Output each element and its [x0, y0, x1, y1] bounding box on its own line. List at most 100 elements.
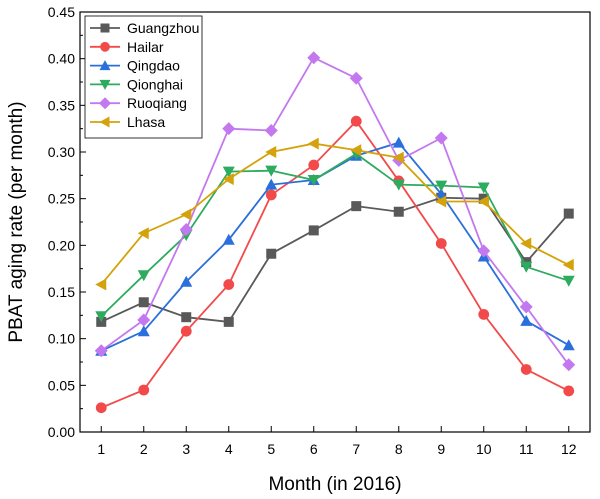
legend-label-qingdao: Qingdao	[127, 58, 180, 74]
data-point-qionghai	[477, 182, 490, 194]
legend-item-qingdao: Qingdao	[90, 58, 180, 74]
x-tick-label: 6	[310, 441, 318, 457]
data-point-hailar	[350, 115, 362, 127]
data-point-qionghai	[392, 179, 405, 191]
data-point-hailar	[95, 402, 107, 414]
x-tick-label: 1	[97, 441, 105, 457]
data-point-lhasa	[265, 146, 277, 158]
data-point-ruoqiang	[179, 222, 193, 236]
legend-label-lhasa: Lhasa	[127, 114, 165, 130]
data-point-lhasa	[95, 278, 107, 291]
y-axis: 0.00 0.05 0.10 0.15 0.20 0.25 0.30 0.35 0.40 0.45	[48, 4, 86, 440]
data-point-lhasa	[477, 195, 489, 208]
data-point-qionghai	[307, 175, 320, 186]
data-point-ruoqiang	[94, 344, 108, 358]
y-tick-label: 0.00	[48, 424, 75, 440]
series-ruoqiang	[94, 51, 576, 372]
series-line-hailar	[100, 119, 570, 409]
series-line-qionghai	[100, 152, 570, 317]
series-qingdao	[95, 136, 575, 356]
data-point-ruoqiang	[264, 124, 278, 138]
series-line-qingdao	[100, 141, 570, 352]
data-point-ruoqiang	[307, 51, 321, 65]
series-line-lhasa	[100, 142, 570, 286]
x-tick-label: 4	[225, 441, 233, 457]
x-tick-label: 5	[267, 441, 275, 457]
series-layer	[94, 51, 576, 414]
data-point-qionghai	[435, 180, 448, 192]
legend-marker-guangzhou	[100, 23, 110, 33]
x-tick-label: 11	[519, 441, 534, 457]
data-point-guangzhou	[223, 316, 234, 327]
series-qionghai	[95, 148, 575, 323]
data-point-ruoqiang	[222, 122, 236, 136]
data-point-hailar	[265, 189, 277, 201]
data-point-lhasa	[562, 258, 574, 271]
legend-item-lhasa: Lhasa	[90, 114, 165, 130]
data-point-guangzhou	[351, 201, 362, 212]
legend-box	[84, 15, 203, 139]
legend-item-hailar: Hailar	[90, 39, 164, 55]
legend-marker-ruoqiang	[99, 97, 111, 110]
data-point-ruoqiang	[477, 244, 491, 258]
data-point-lhasa	[307, 137, 319, 150]
data-point-ruoqiang	[137, 313, 151, 327]
data-point-guangzhou	[138, 297, 149, 308]
data-point-qingdao	[392, 136, 405, 148]
data-point-qionghai	[520, 261, 533, 273]
series-line-ruoqiang	[100, 56, 570, 366]
y-tick-label: 0.40	[48, 51, 75, 67]
data-point-ruoqiang	[434, 131, 448, 145]
legend-marker-hailar	[100, 41, 110, 52]
data-point-qionghai	[95, 311, 108, 323]
data-point-guangzhou	[308, 225, 319, 236]
legend-label-qionghai: Qionghai	[127, 76, 183, 92]
x-tick-label: 8	[395, 441, 403, 457]
data-point-guangzhou	[266, 248, 277, 259]
data-point-hailar	[180, 325, 192, 337]
legend: Guangzhou Hailar Qingdao Qionghai Ruoqiang Lh…	[84, 15, 203, 139]
series-lhasa	[95, 137, 574, 291]
data-point-guangzhou	[181, 312, 192, 323]
data-point-lhasa	[180, 208, 192, 221]
data-point-lhasa	[350, 144, 362, 157]
data-point-qingdao	[520, 314, 533, 326]
data-point-qingdao	[562, 339, 575, 351]
y-tick-label: 0.30	[48, 144, 75, 160]
data-point-ruoqiang	[562, 358, 576, 372]
series-hailar	[95, 115, 575, 414]
data-point-qionghai	[222, 166, 235, 178]
data-point-lhasa	[137, 227, 149, 240]
data-point-hailar	[563, 385, 575, 397]
x-tick-label: 10	[476, 441, 492, 457]
data-point-qingdao	[137, 325, 150, 337]
x-axis: 1 2 3 4 5 6 7 8 9 10 11 12	[97, 426, 577, 457]
y-tick-label: 0.10	[48, 331, 75, 347]
x-tick-label: 12	[561, 441, 577, 457]
x-tick-label: 9	[437, 441, 445, 457]
data-point-qionghai	[265, 165, 278, 177]
data-point-guangzhou	[563, 208, 574, 219]
legend-label-hailar: Hailar	[127, 39, 164, 55]
legend-marker-qionghai	[99, 79, 111, 90]
data-point-hailar	[478, 309, 490, 320]
data-point-lhasa	[520, 237, 532, 250]
data-point-lhasa	[392, 151, 404, 164]
y-tick-label: 0.25	[48, 191, 75, 207]
legend-item-qionghai: Qionghai	[90, 76, 183, 92]
x-tick-label: 3	[182, 441, 190, 457]
data-point-qingdao	[180, 275, 193, 287]
series-guangzhou	[96, 192, 574, 327]
data-point-hailar	[223, 279, 235, 290]
legend-label-guangzhou: Guangzhou	[127, 20, 199, 36]
data-point-qingdao	[222, 233, 235, 245]
data-point-qionghai	[562, 275, 575, 287]
data-point-qionghai	[137, 270, 150, 282]
data-point-hailar	[520, 364, 532, 375]
y-tick-label: 0.45	[48, 4, 75, 20]
y-tick-label: 0.35	[48, 97, 75, 113]
data-point-lhasa	[222, 173, 234, 186]
legend-label-ruoqiang: Ruoqiang	[127, 95, 187, 111]
data-point-hailar	[138, 384, 150, 396]
